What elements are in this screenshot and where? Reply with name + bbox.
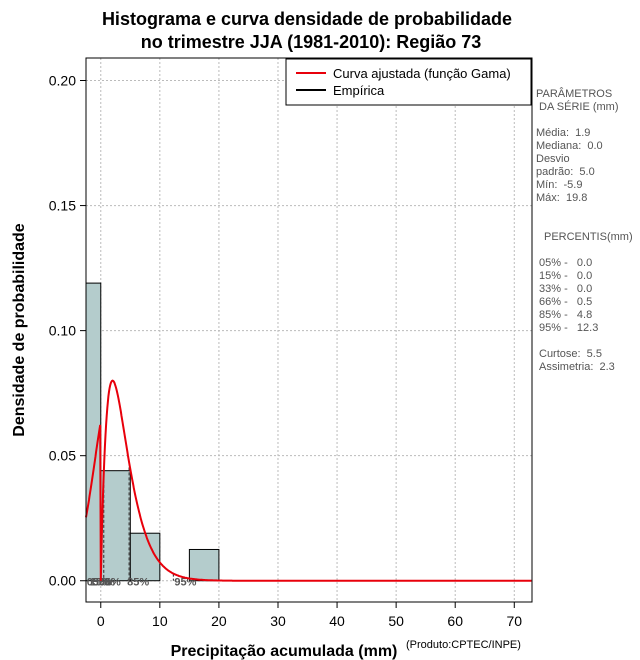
stats-panel: PARÂMETROS DA SÉRIE (mm) Média: 1.9 Medi… [536, 88, 640, 374]
y-tick-label: 0.20 [49, 73, 76, 89]
x-tick-label: 0 [97, 613, 105, 629]
grid-layer [86, 58, 532, 602]
stat-mediana: Mediana: 0.0 [536, 140, 603, 152]
percentile-label: 33% [93, 577, 115, 589]
stat-desvio-2: padrão: 5.0 [536, 166, 595, 178]
chart-title-line2: no trimestre JJA (1981-2010): Região 73 [141, 32, 481, 52]
stat-desvio-1: Desvio [536, 153, 570, 165]
pct-05: 05% - 0.0 [539, 257, 593, 269]
x-tick-label: 40 [329, 613, 345, 629]
pct-95: 95% - 12.3 [539, 322, 599, 334]
percentis-title: PERCENTIS(mm) [544, 231, 633, 243]
pct-66: 66% - 0.5 [539, 296, 593, 308]
y-axis-ticks: 0.00 0.05 0.10 0.15 0.20 [49, 73, 86, 589]
y-axis-label: Densidade de probabilidade [11, 223, 28, 436]
params-title-2: DA SÉRIE (mm) [536, 101, 619, 113]
legend-label-empirica: Empírica [333, 83, 385, 98]
histogram-bar [100, 470, 131, 582]
stat-media: Média: 1.9 [536, 127, 591, 139]
y-tick-label: 0.15 [49, 198, 76, 214]
y-tick-label: 0.00 [49, 573, 76, 589]
pct-33: 33% - 0.0 [539, 283, 593, 295]
x-axis-label: Precipitação acumulada (mm) [171, 643, 398, 660]
chart-title-line1: Histograma e curva densidade de probabil… [102, 9, 512, 29]
percentile-label: 85% [127, 577, 149, 589]
stat-curtose: Curtose: 5.5 [539, 348, 602, 360]
pct-15: 15% - 0.0 [539, 270, 593, 282]
legend-label-gamma: Curva ajustada (função Gama) [333, 66, 511, 81]
legend-box [285, 58, 532, 106]
x-tick-label: 30 [270, 613, 286, 629]
legend: Curva ajustada (função Gama) Empírica [285, 58, 532, 106]
x-tick-label: 50 [388, 613, 404, 629]
gamma-curve-layer [85, 379, 532, 582]
pct-85: 85% - 4.8 [539, 309, 593, 321]
x-axis-ticks: 0 10 20 30 40 50 60 70 [97, 602, 522, 629]
percentile-label: 66% [99, 577, 121, 589]
percentile-label: 05% [87, 577, 109, 589]
x-tick-label: 70 [506, 613, 522, 629]
y-tick-label: 0.10 [49, 323, 76, 339]
stat-assimetria: Assimetria: 2.3 [539, 361, 615, 373]
x-tick-label: 20 [211, 613, 227, 629]
credit-text: (Produto:CPTEC/INPE) [406, 639, 521, 651]
percentile-label: 15% [90, 577, 112, 589]
y-tick-label: 0.05 [49, 448, 76, 464]
plot-frame [85, 57, 533, 603]
bars-layer [85, 282, 220, 582]
x-tick-label: 60 [447, 613, 463, 629]
x-tick-label: 10 [152, 613, 168, 629]
params-title-1: PARÂMETROS [536, 88, 613, 100]
stat-max: Máx: 19.8 [536, 192, 588, 204]
stat-min: Mín: -5.9 [536, 179, 583, 191]
gamma-curve [85, 379, 532, 582]
